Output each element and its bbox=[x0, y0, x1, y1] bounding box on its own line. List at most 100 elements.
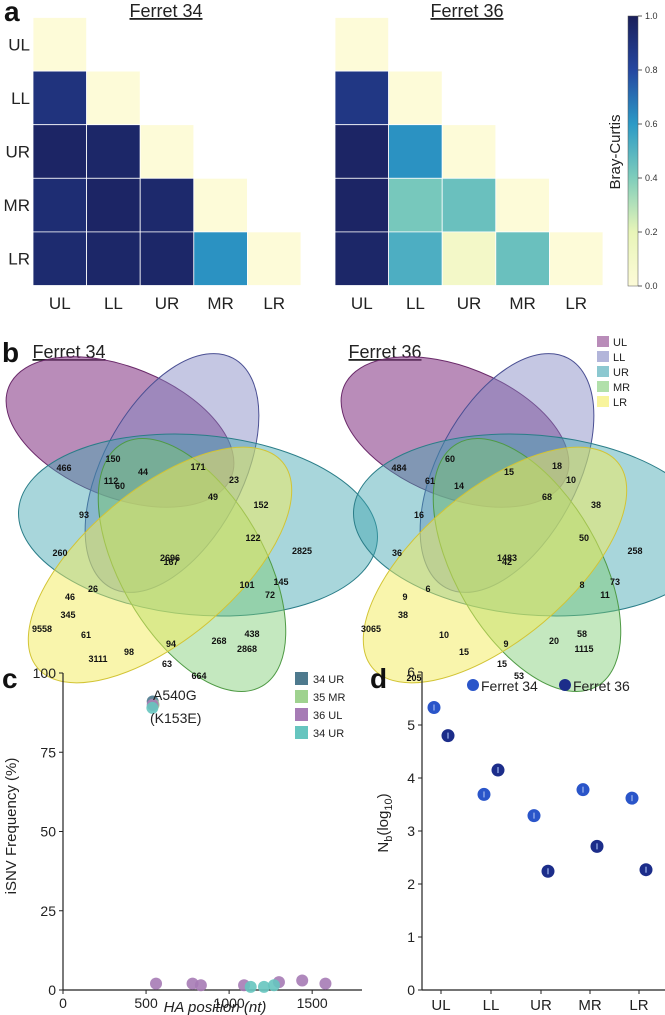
venn-region-count: 1483 bbox=[497, 553, 517, 563]
venn-region-count: 145 bbox=[273, 577, 288, 587]
heatmap1-col-label: UL bbox=[351, 294, 373, 313]
venn-region-count: 23 bbox=[229, 475, 239, 485]
venn-region-count: 58 bbox=[577, 629, 587, 639]
heatmap1-col-label: UR bbox=[457, 294, 482, 313]
venn-region-count: 68 bbox=[542, 492, 552, 502]
venn-region-count: 152 bbox=[253, 500, 268, 510]
plot-c-xtick-label: 1500 bbox=[297, 995, 328, 1011]
plot-c-xtick-label: 0 bbox=[59, 995, 67, 1011]
venn-region-count: 268 bbox=[211, 636, 226, 646]
venn-region-count: 11 bbox=[600, 590, 610, 600]
venn-region-count: 15 bbox=[497, 659, 507, 669]
heatmap1-col-label: MR bbox=[509, 294, 535, 313]
plot-c-ytick-label: 50 bbox=[40, 824, 56, 840]
heatmap1-cell-UR-UL bbox=[334, 124, 389, 179]
panel-label-b: b bbox=[2, 337, 19, 368]
heatmap1-cell-LR-UL bbox=[334, 231, 389, 286]
plot-d-ytick-label: 6 bbox=[407, 664, 415, 680]
heatmap1-cell-LR-UR bbox=[441, 231, 497, 286]
venn-region-count: 9 bbox=[402, 592, 407, 602]
venn-region-count: 73 bbox=[610, 577, 620, 587]
venn-region-count: 26 bbox=[88, 584, 98, 594]
annotation-line2: (K153E) bbox=[150, 710, 201, 726]
venn-region-count: 38 bbox=[591, 500, 601, 510]
heatmap1-cell-UR-LL bbox=[388, 124, 443, 179]
heatmap1-cell-MR-UL bbox=[334, 177, 389, 233]
plot-d-xtick-label: UL bbox=[431, 997, 450, 1014]
heatmap1-cell-LL-LL bbox=[388, 70, 443, 126]
plot-c-legend-swatch bbox=[295, 708, 308, 721]
venn-region-count: 15 bbox=[504, 467, 514, 477]
venn-region-count: 53 bbox=[514, 671, 524, 681]
plot-d-ylabel-10: 10 bbox=[383, 798, 395, 810]
heatmap0-cell-LR-LR bbox=[246, 231, 302, 286]
heatmap-row-label: UR bbox=[5, 143, 30, 162]
heatmap1-cell-MR-MR bbox=[495, 177, 550, 233]
plot-c-point bbox=[150, 977, 163, 990]
venn-region-count: 93 bbox=[79, 510, 89, 520]
venn-region-count: 150 bbox=[105, 454, 120, 464]
venn-region-count: 49 bbox=[208, 492, 218, 502]
venn36-set-LR bbox=[362, 446, 628, 684]
venn-region-count: 664 bbox=[191, 671, 206, 681]
venn-region-count: 122 bbox=[245, 533, 260, 543]
venn-region-count: 61 bbox=[425, 476, 435, 486]
heatmap0-cell-MR-MR bbox=[193, 177, 248, 233]
heatmap-row-label: MR bbox=[4, 196, 30, 215]
venn-region-count: 42 bbox=[502, 557, 512, 567]
plot-d: 0 1 2 3 4 5 6 UL LL UR MR LR bbox=[407, 664, 665, 1014]
heatmap0-col-label: LR bbox=[263, 294, 285, 313]
venn-region-count: 10 bbox=[439, 630, 449, 640]
plot-d-ytick-label: 3 bbox=[407, 823, 415, 839]
plot-d-xtick-label: LR bbox=[629, 997, 648, 1014]
plot-d-ytick-label: 1 bbox=[407, 929, 415, 945]
colorbar-tick-label: 0.4 bbox=[645, 173, 658, 183]
venn-legend-swatch bbox=[597, 396, 609, 407]
plot-c-legend-label: 34 UR bbox=[313, 674, 344, 686]
heatmap1-cell-LL-UL bbox=[334, 70, 389, 126]
heatmap1-cell-LR-LR bbox=[549, 231, 604, 286]
plot-d-ylabel-close: ) bbox=[375, 793, 392, 798]
panel-label-a: a bbox=[4, 0, 20, 27]
plot-c-point bbox=[257, 980, 270, 993]
venn-region-count: 438 bbox=[244, 629, 259, 639]
annotation-line1: A540G bbox=[153, 687, 197, 703]
heatmap0-cell-UR-UR bbox=[139, 124, 195, 179]
venn-region-count: 258 bbox=[627, 546, 642, 556]
heatmap0-cell-LR-LL bbox=[86, 231, 141, 286]
heatmap-title-ferret36: Ferret 36 bbox=[430, 1, 503, 21]
heatmap0-cell-MR-UR bbox=[139, 177, 195, 233]
heatmap1-cell-UL-UL bbox=[334, 17, 389, 72]
heatmap-title-ferret34: Ferret 34 bbox=[129, 1, 202, 21]
venn-region-count: 15 bbox=[459, 647, 469, 657]
plot-d-ylabel: Nb(log10) bbox=[375, 793, 395, 852]
colorbar bbox=[627, 15, 639, 287]
colorbar-tick-label: 0.0 bbox=[645, 281, 658, 291]
venn-region-count: 101 bbox=[239, 580, 254, 590]
venn-region-count: 14 bbox=[454, 481, 464, 491]
plot-c-point bbox=[146, 701, 159, 714]
venn-region-count: 10 bbox=[566, 475, 576, 485]
venn-region-count: 345 bbox=[60, 610, 75, 620]
venn-region-count: 167 bbox=[163, 557, 178, 567]
venn-legend-label: MR bbox=[613, 382, 630, 394]
colorbar-tick-label: 0.6 bbox=[645, 119, 658, 129]
plot-c-legend: 34 UR 35 MR 36 UL 34 UR bbox=[295, 672, 345, 740]
venn34-set-LR bbox=[27, 446, 293, 684]
plot-c-ytick-label: 100 bbox=[33, 665, 57, 681]
venn-legend: UL LL UR MR LR bbox=[597, 336, 630, 409]
plot-c-point bbox=[319, 977, 332, 990]
colorbar-tick-label: 1.0 bbox=[645, 11, 658, 21]
venn-region-count: 44 bbox=[138, 467, 148, 477]
venn-region-count: 2868 bbox=[237, 644, 257, 654]
plot-c-xlabel: HA position (nt) bbox=[164, 999, 267, 1015]
plot-c-point bbox=[267, 979, 280, 992]
venn-legend-swatch bbox=[597, 381, 609, 392]
heatmap0-cell-LL-LL bbox=[86, 70, 141, 126]
heatmap1-cell-MR-UR bbox=[441, 177, 497, 233]
venn-region-count: 6 bbox=[425, 584, 430, 594]
venn-region-count: 16 bbox=[414, 510, 424, 520]
heatmap0-cell-UR-LL bbox=[86, 124, 141, 179]
